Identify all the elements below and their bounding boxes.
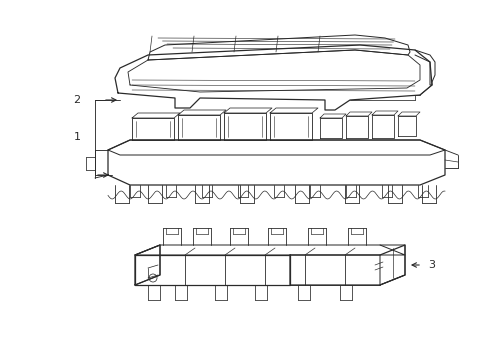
Text: 2: 2 <box>74 95 80 105</box>
Text: 3: 3 <box>428 260 436 270</box>
Text: 1: 1 <box>74 132 80 142</box>
